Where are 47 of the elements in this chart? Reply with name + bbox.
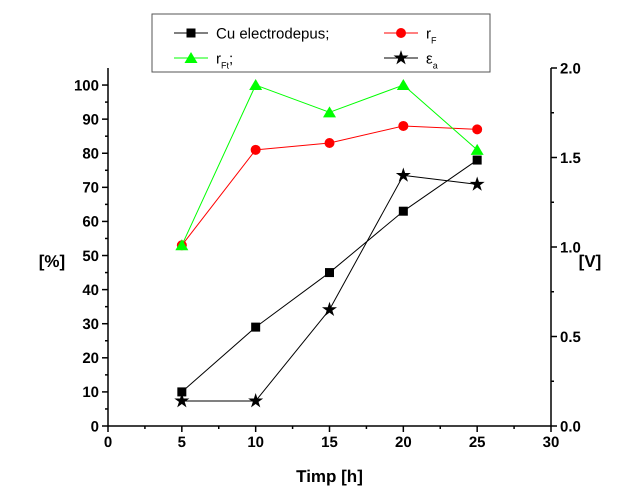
legend-label: ε$_{a}$ [426,50,438,70]
y2-tick-label: 2.0 [560,60,581,78]
point [396,79,410,90]
point [398,206,408,216]
x-tick-label: 0 [104,434,112,451]
y2-tick-label: 1.5 [560,150,581,167]
point [398,120,408,131]
y2-tick-label: 1.0 [560,239,581,256]
legend-label: r$_{Ft}$; [216,50,234,70]
legend-label: r$_{F}$ [426,25,437,46]
point [470,144,484,155]
point [323,106,336,118]
y-tick-label: 0 [90,418,99,436]
y-tick-label: 30 [82,316,99,333]
legend-label: Cu electrodepus; [216,25,330,42]
x-tick-label: 20 [394,434,412,451]
x-tick-label: 10 [247,434,264,451]
point [472,156,482,165]
y-tick-label: 60 [82,214,99,231]
point [322,302,338,316]
y-tick-label: 100 [74,77,99,94]
point [396,168,411,182]
point [470,176,485,191]
y-tick-label: 40 [82,282,99,299]
x-tick-label: 25 [468,434,486,451]
point [248,393,264,408]
y2-tick-label: 0.5 [560,328,581,346]
y-tick-label: 20 [82,350,99,368]
y-tick-label: 50 [82,248,99,265]
point [250,144,261,155]
x-tick-label: 30 [542,434,560,451]
y2-tick-label: 0.0 [560,418,581,436]
point [177,387,186,396]
point [249,79,262,90]
y-tick-label: 90 [82,111,99,128]
point [324,138,334,148]
y-axis-title: [%] [38,252,66,271]
y-tick-label: 10 [82,384,99,402]
point [325,268,334,278]
x-tick-label: 15 [321,434,338,451]
point [251,322,260,332]
x-tick-label: 5 [178,434,186,451]
y2-axis-title: [V] [578,252,602,271]
y-tick-label: 70 [82,180,99,197]
y-tick-label: 80 [82,145,99,162]
point [472,124,482,134]
x-axis-title: Timp [h] [296,467,363,486]
